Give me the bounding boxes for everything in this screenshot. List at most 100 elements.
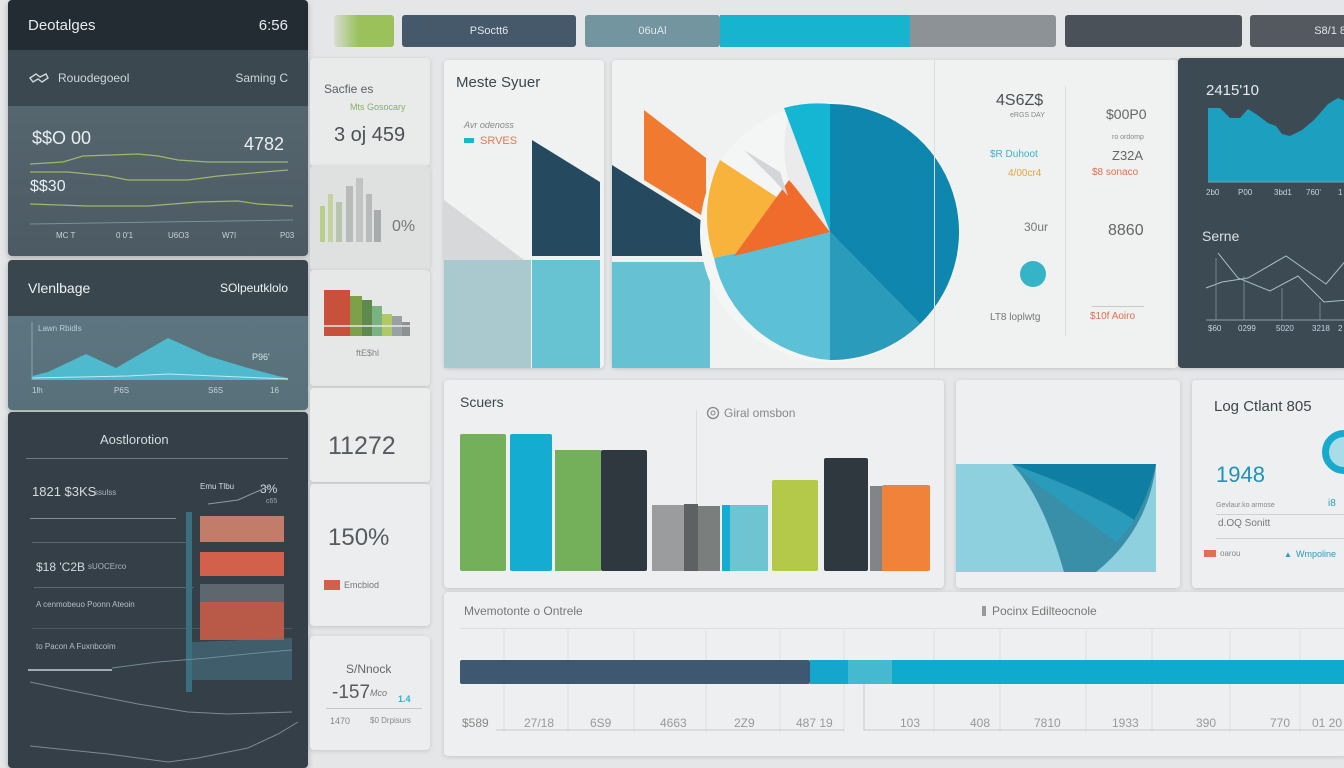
automation-row1-right-label: Emu Tlbu	[200, 482, 235, 491]
sales-tick: S6S	[208, 386, 224, 395]
line-tick: 0299	[1238, 324, 1256, 333]
bar-chart-legend[interactable]: Giral omsbon	[706, 406, 795, 420]
mini-card-foot-left: 1470	[330, 716, 351, 726]
sales-value-tag: P96'	[252, 352, 270, 362]
area-tick: 2b0	[1206, 188, 1220, 197]
overview-subtitle: Rouodegoeol	[58, 71, 130, 85]
marker-icon	[982, 606, 986, 616]
progress-tick: 01 20	[1312, 716, 1343, 730]
sales-tick: P6S	[114, 386, 130, 395]
stat-value-red: $8 sonaco	[1092, 167, 1139, 178]
toolbar-tab-gray[interactable]	[910, 15, 1056, 47]
line-tick: 3218	[1312, 324, 1330, 333]
toolbar-tab-date[interactable]: S8/1 8	[1250, 15, 1344, 47]
stat-value-red: $10f Aoiro	[1090, 311, 1136, 322]
stat-value: 30ur	[1024, 220, 1049, 234]
progress-tick: 27/18	[524, 716, 555, 730]
overview-value-secondary: $$30	[30, 178, 66, 195]
sales-header: Vlenlbage SOlpeutklolo	[8, 260, 308, 316]
toolbar-tab-cyan[interactable]	[720, 15, 910, 47]
automation-panel: Aostlorotion 1821 $3KS ssulss Emu Tlbu 3…	[8, 412, 308, 768]
right-card-value: 2415'10	[1206, 82, 1259, 99]
area-tick: 3bd1	[1274, 188, 1292, 197]
overview-tick: U6O3	[168, 231, 189, 240]
automation-row4-text: to Pacon A Fuxnbcoim	[36, 642, 116, 651]
mini-card-5: 150% Emcbiod	[310, 484, 430, 626]
automation-bar	[200, 516, 284, 542]
stat-value: 8860	[1108, 222, 1144, 239]
stat-value: Z32A	[1112, 148, 1144, 163]
mini-card-value-large: 11272	[328, 432, 396, 460]
progress-right-title: Pocinx Edilteocnole	[992, 604, 1097, 618]
bar-chart-legend-label: Giral omsbon	[724, 406, 796, 420]
toolbar-tab-label: PSoctt6	[469, 25, 509, 37]
area-tick: 760'	[1306, 188, 1321, 197]
progress-bar-chart	[460, 630, 1344, 732]
overview-tick: MC T	[56, 231, 76, 240]
mini-card-percent: 150%	[328, 524, 390, 551]
status-dot	[1020, 261, 1046, 287]
mini-card-title: Sacfie es	[324, 82, 374, 96]
mini-card-title: S/Nnock	[346, 662, 392, 676]
refresh-icon	[706, 406, 720, 420]
market-share-legend: SRVES	[480, 135, 518, 147]
overview-title: Deotalges	[28, 16, 96, 34]
progress-tick: 408	[970, 716, 991, 730]
mini-card-subtitle: Mts Gosocary	[350, 102, 406, 112]
log-chart-value: 1948	[1216, 462, 1265, 487]
overview-subheader[interactable]: Rouodegoeol Saming C	[8, 50, 308, 106]
mini-card-delta: 1.4	[398, 694, 411, 704]
sales-title: Vlenlbage	[28, 280, 91, 296]
progress-bar-card: Mvemotonte o Ontrele Pocinx Edilteocnole…	[444, 592, 1344, 756]
toolbar-tab-sports[interactable]: PSoctt6	[402, 15, 576, 47]
automation-bar	[200, 602, 284, 640]
mini-card-1[interactable]: Sacfie es Mts Gosocary 3 oj 459	[310, 58, 430, 166]
mini-card-legend: Emcbiod	[344, 580, 380, 590]
progress-left-title: Mvemotonte o Ontrele	[464, 604, 583, 618]
line-tick: 5020	[1276, 324, 1294, 333]
overview-value-right: 4782	[243, 134, 284, 154]
progress-tick: 103	[900, 716, 921, 730]
mini-card-badge: 0%	[392, 218, 416, 235]
toolbar-tab-overall[interactable]: 06uAl	[585, 15, 720, 47]
donut-indicator	[1322, 430, 1344, 474]
progress-right-title-wrap: Pocinx Edilteocnole	[982, 604, 1097, 618]
mini-card-3: ftE$hl	[310, 270, 430, 386]
overview-panel: Deotalges 6:56 Rouodegoeol Saming C $$O …	[8, 0, 308, 256]
toolbar-tab-green[interactable]	[334, 15, 394, 47]
bar-chart-card: Scuers Giral omsbon	[444, 380, 944, 588]
overview-header: Deotalges 6:56	[8, 0, 308, 50]
automation-row3-text: A cenmobeuo Poonn Ateoin	[36, 600, 135, 609]
sales-tick: 16	[270, 386, 279, 395]
mini-card-6: S/Nnock -157 Mco 1.4 1470 $0 Drpisurs	[310, 636, 430, 750]
mini-card-value: 3 oj 459	[334, 124, 406, 146]
sales-panel: Vlenlbage SOlpeutklolo Lawn Rbidls P96' …	[8, 260, 308, 410]
line-tick: $60	[1208, 324, 1222, 333]
right-dark-card: 2415'10 2b0 P00 3bd1 760' 1 Serne $60 02…	[1178, 58, 1344, 368]
overview-tick: 0 0'1	[116, 231, 134, 240]
automation-row2-value: $18 'C2B	[36, 560, 85, 574]
stat-value: $00P0	[1106, 106, 1147, 122]
stat-value-cyan: $R Duhoot	[990, 149, 1038, 160]
toolbar-tab-dark[interactable]	[1065, 15, 1242, 47]
stat-value: 4S6Z$	[996, 92, 1044, 109]
mini-card-label: ftE$hl	[356, 348, 380, 358]
mini-card-unit: Mco	[370, 688, 388, 698]
progress-tick: 6S9	[590, 716, 612, 730]
market-share-title: Meste Syuer	[456, 74, 541, 91]
progress-tick: 7810	[1034, 716, 1061, 730]
legend-swatch-red	[1204, 550, 1216, 557]
link-icon	[28, 73, 49, 83]
stat-label: eRGS DAY	[1010, 112, 1045, 119]
overview-sub-right: Saming C	[235, 71, 288, 85]
automation-bar	[200, 552, 284, 576]
overview-chart: $$O 00 4782 $$30 MC T 0 0'1 U6O3 W7I P03	[8, 106, 308, 256]
right-area-chart	[1205, 98, 1344, 321]
log-chart-card: Log Ctlant 805 1948 Gevlaur.ko armose d.…	[1192, 380, 1344, 588]
trend-icon: ▲	[1284, 550, 1292, 559]
log-chart-legend: Wmpoline	[1296, 549, 1337, 559]
overview-badge: 6:56	[258, 16, 288, 34]
mini-bar-chart	[320, 178, 381, 242]
progress-tick: 390	[1196, 716, 1217, 730]
area-tick: 1	[1338, 188, 1343, 197]
